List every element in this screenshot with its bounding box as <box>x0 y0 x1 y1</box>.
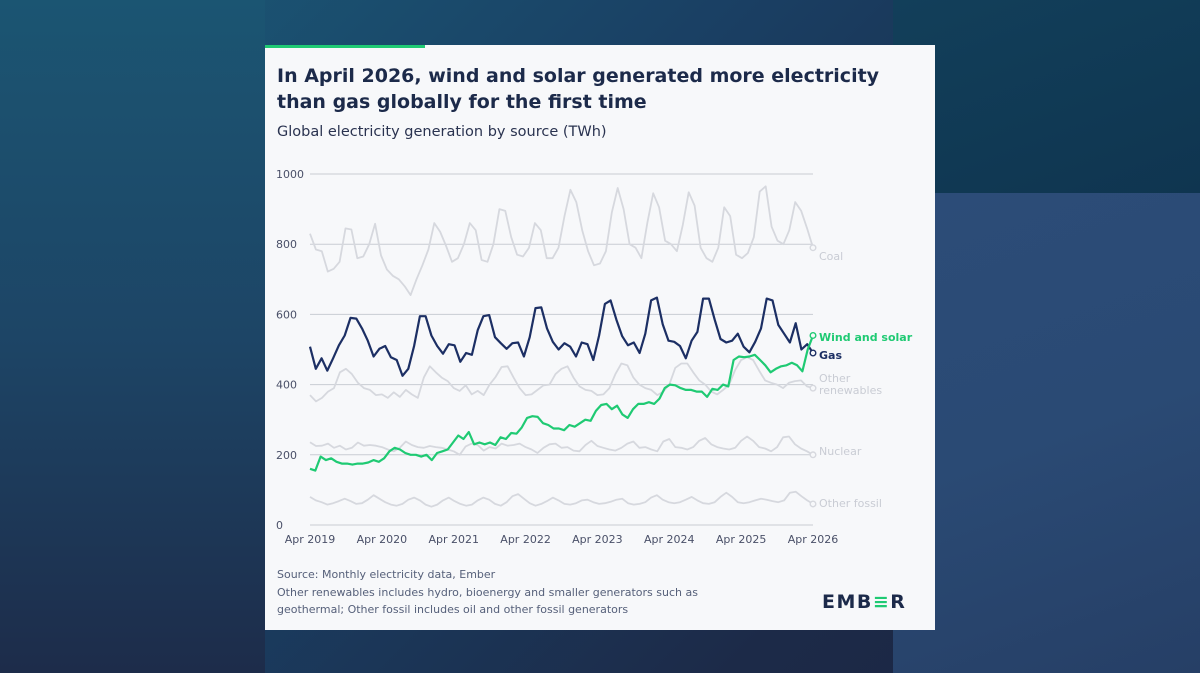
series-endpoint-nuclear <box>809 451 817 459</box>
series-line-coal <box>309 185 814 296</box>
y-axis-ticks: 0 200 400 600 800 1000 <box>276 168 304 532</box>
x-tick-label: Apr 2020 <box>357 533 408 546</box>
card-accent-bar <box>265 45 425 48</box>
series-line-nuclear <box>309 435 814 456</box>
muted-series-group <box>309 185 817 508</box>
background-left-panel <box>0 0 265 673</box>
x-tick-label: Apr 2021 <box>428 533 479 546</box>
series-line-gas <box>308 296 814 377</box>
footnote: Source: Monthly electricity data, Ember … <box>277 566 797 619</box>
background-top-right-panel <box>893 0 1200 193</box>
highlighted-series-group <box>308 296 817 472</box>
y-tick-label: 1000 <box>276 168 304 181</box>
series-endpoint-gas <box>809 349 817 357</box>
x-tick-label: Apr 2023 <box>572 533 623 546</box>
series-label-gas: Gas <box>819 349 842 362</box>
series-endpoint-other-renewables <box>809 384 817 392</box>
x-tick-label: Apr 2019 <box>285 533 336 546</box>
chart-title: In April 2026, wind and solar generated … <box>277 65 880 113</box>
y-tick-label: 800 <box>276 238 297 251</box>
footnote-note-line-1: Other renewables includes hydro, bioener… <box>277 585 698 599</box>
y-tick-label: 200 <box>276 449 297 462</box>
y-tick-label: 400 <box>276 379 297 392</box>
gridlines <box>310 173 813 526</box>
y-tick-label: 600 <box>276 308 297 321</box>
x-tick-label: Apr 2022 <box>500 533 551 546</box>
series-label-othfos: Other fossil <box>819 497 882 510</box>
series-label-coal: Coal <box>819 250 843 263</box>
series-label-othren: Other renewables <box>819 372 882 397</box>
x-tick-label: Apr 2024 <box>644 533 695 546</box>
series-endpoint-wind-and-solar <box>809 331 817 339</box>
footnote-note-line-2: geothermal; Other fossil includes oil an… <box>277 603 629 616</box>
series-line-other-renewables <box>309 356 814 403</box>
series-line-wind-and-solar <box>309 335 815 472</box>
footnote-source: Source: Monthly electricity data, Ember <box>277 568 496 581</box>
series-end-labels: Coal Wind and solar Gas Other renewables Nucl… <box>819 250 913 510</box>
x-axis-ticks: Apr 2019 Apr 2020 Apr 2021 Apr 2022 Apr 2023… <box>285 533 839 546</box>
series-endpoint-coal <box>809 244 817 252</box>
series-line-other-fossil <box>309 490 814 508</box>
series-label-ws: Wind and solar <box>819 331 913 344</box>
series-label-nuc: Nuclear <box>819 445 862 458</box>
series-endpoint-other-fossil <box>809 500 817 508</box>
y-tick-label: 0 <box>276 519 283 532</box>
chart-card: In April 2026, wind and solar generated … <box>265 45 935 630</box>
background-bottom-right-panel <box>893 193 1200 673</box>
ember-logo: EMB≡R <box>822 591 907 613</box>
chart-subtitle: Global electricity generation by source … <box>277 124 607 140</box>
x-tick-label: Apr 2025 <box>716 533 767 546</box>
x-tick-label: Apr 2026 <box>788 533 839 546</box>
